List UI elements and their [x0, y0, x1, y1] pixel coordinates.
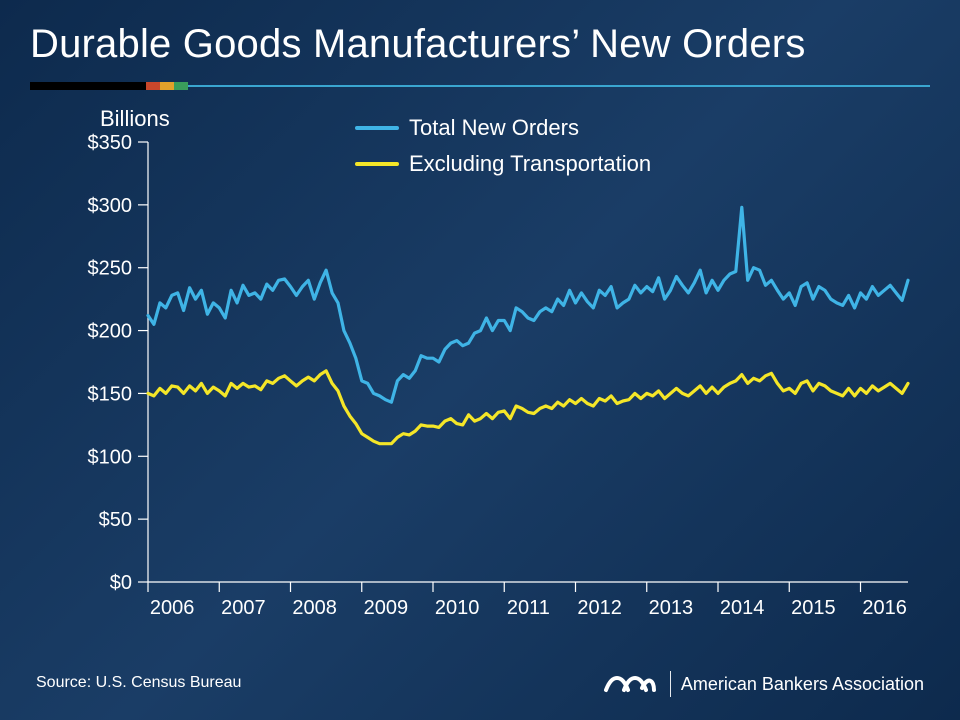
- y-tick-label: $50: [99, 509, 132, 531]
- accent-bar: [30, 82, 930, 90]
- brand-separator: [670, 671, 671, 697]
- x-tick-label: 2014: [720, 597, 765, 619]
- chart-area: $0 $50 $100 $150 $200 $250 $300 $350 2006 2007 200…: [60, 130, 920, 630]
- accent-block: [30, 82, 146, 90]
- accent-block: [174, 82, 188, 90]
- legend-swatch: [355, 126, 399, 130]
- y-tick-label: $100: [88, 446, 133, 468]
- slide-root: Durable Goods Manufacturers’ New Orders …: [0, 0, 960, 720]
- y-tick-label: $150: [88, 383, 133, 405]
- y-tick-label: $200: [88, 321, 133, 343]
- x-tick-label: 2011: [507, 597, 550, 619]
- series-line: [148, 371, 908, 444]
- y-tick-label: $350: [88, 132, 133, 154]
- legend-label: Total New Orders: [409, 112, 579, 144]
- source-citation: Source: U.S. Census Bureau: [36, 674, 241, 692]
- y-tick-label: $300: [88, 195, 133, 217]
- y-axis-title: Billions: [100, 106, 170, 132]
- x-tick-label: 2016: [862, 597, 907, 619]
- legend-item: Excluding Transportation: [355, 148, 651, 180]
- x-tick-label: 2010: [435, 597, 480, 619]
- x-tick-label: 2008: [292, 597, 337, 619]
- x-tick-label: 2015: [791, 597, 836, 619]
- slide-title: Durable Goods Manufacturers’ New Orders: [30, 22, 806, 67]
- aba-logo-icon: [602, 670, 658, 698]
- y-tick-label: $250: [88, 258, 133, 280]
- line-chart-svg: $0 $50 $100 $150 $200 $250 $300 $350 2006 2007 200…: [60, 130, 920, 630]
- accent-block: [146, 82, 160, 90]
- x-tick-label: 2013: [649, 597, 694, 619]
- x-tick-label: 2006: [150, 597, 195, 619]
- brand-text: American Bankers Association: [681, 674, 924, 695]
- y-tick-label: $0: [110, 572, 132, 594]
- x-tick-label: 2012: [577, 597, 622, 619]
- accent-block: [160, 82, 174, 90]
- brand-footer: American Bankers Association: [602, 670, 924, 698]
- legend-swatch: [355, 162, 399, 166]
- legend-label: Excluding Transportation: [409, 148, 651, 180]
- x-tick-label: 2007: [221, 597, 266, 619]
- legend-item: Total New Orders: [355, 112, 651, 144]
- accent-line: [188, 85, 930, 87]
- series-line: [148, 207, 908, 402]
- x-tick-label: 2009: [364, 597, 409, 619]
- chart-legend: Total New Orders Excluding Transportation: [355, 112, 651, 184]
